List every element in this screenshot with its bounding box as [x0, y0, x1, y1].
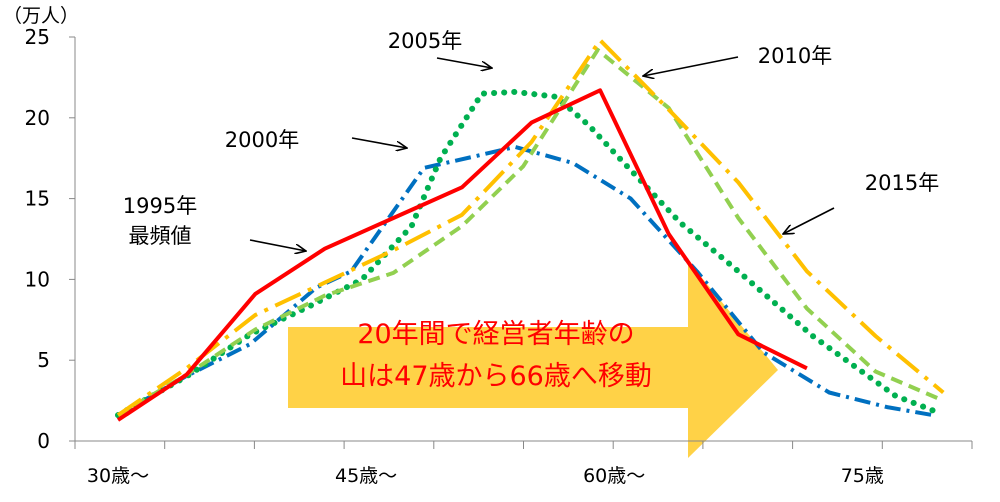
pointer-arrow-a2005 — [436, 57, 492, 68]
x-tick-label: 30歳～ — [87, 465, 149, 487]
y-tick-label: 15 — [25, 187, 50, 211]
callout-text-line: 20年間で経営者年齢の — [357, 319, 634, 350]
series-line-2000年 — [115, 88, 940, 419]
x-tick-label: 45歳～ — [335, 465, 397, 487]
x-tick-label: 60歳～ — [583, 465, 645, 487]
annotation-a2005: 2005年 — [388, 29, 462, 53]
y-tick-label: 10 — [25, 267, 50, 291]
annotation-a2015: 2015年 — [865, 171, 939, 195]
callout-arrow — [288, 261, 778, 458]
annotation-a1995: 最頻値 — [129, 224, 192, 248]
y-tick-label: 0 — [37, 429, 50, 453]
y-unit-label: （万人） — [3, 5, 79, 27]
pointer-arrow-a2015 — [783, 207, 835, 234]
annotation-a2010: 2010年 — [758, 44, 832, 68]
axes: 0 5 10 15 20 25 30歳～ 45歳～ 60歳～ 75歳 （万人） — [3, 5, 973, 487]
series-line-1995年 — [117, 144, 933, 418]
y-tick-label: 5 — [37, 348, 50, 372]
pointer-arrow-a2000 — [351, 137, 407, 148]
annotation-a1995: 1995年 — [123, 194, 197, 218]
series-line-2005年 — [116, 47, 945, 417]
pointer-arrow-a1995 — [249, 239, 306, 251]
annotation-a2000: 2000年 — [225, 128, 299, 152]
series-line-2015年 — [116, 88, 808, 422]
x-tick-label: 75歳 — [841, 465, 884, 487]
y-tick-label: 20 — [25, 106, 50, 130]
y-tick-label: 25 — [25, 25, 50, 49]
series-layer — [115, 38, 945, 422]
callout-text-line: 山は47歳から66歳へ移動 — [340, 361, 652, 392]
series-line-2010年 — [116, 38, 945, 417]
pointer-arrow-a2010 — [643, 56, 739, 76]
